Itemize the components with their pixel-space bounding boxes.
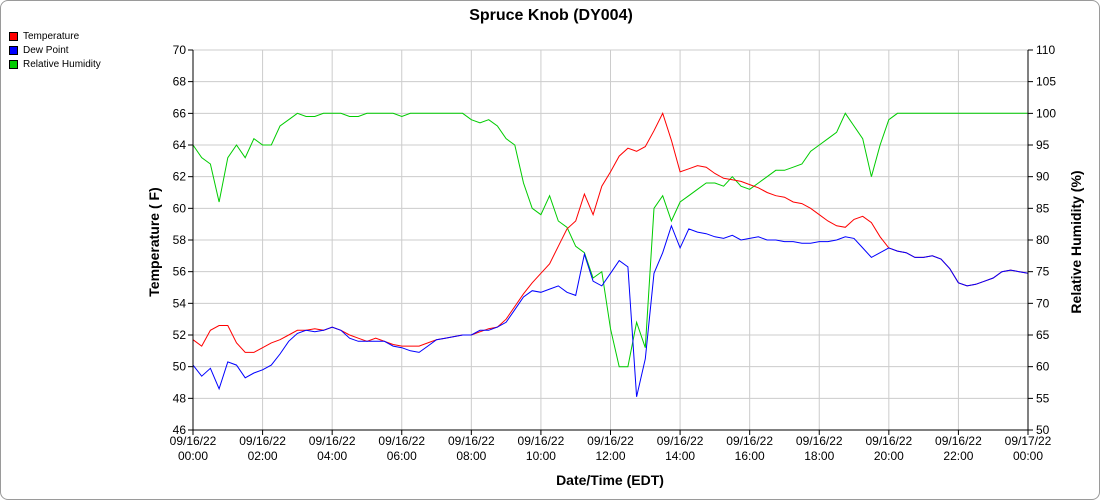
x-tick-label: 09/16/22 [448,434,495,448]
x-tick-label: 14:00 [665,449,695,463]
y-tick-label: 56 [173,265,187,279]
series-line-relative-humidity [192,112,1028,368]
legend-label-relative-humidity: Relative Humidity [23,58,101,70]
y2-tick-label: 100 [1036,106,1056,120]
series-lines [192,111,1029,397]
series-line-dew-point [192,224,1029,397]
y2-tick-label: 50 [1036,423,1050,437]
x-tick-label: 02:00 [248,449,278,463]
legend-item-temperature: Temperature [9,29,101,43]
y-tick-label: 52 [173,328,187,342]
y-tick-label: 58 [173,233,187,247]
y2-tick-label: 105 [1036,75,1056,89]
x-tick-label: 09/16/22 [726,434,773,448]
y2-tick-label: 70 [1036,296,1050,310]
y-tick-label: 54 [173,296,187,310]
y-tick-label: 62 [173,170,187,184]
x-tick-label: 18:00 [804,449,834,463]
x-tick-label: 20:00 [874,449,904,463]
x-tick-label: 09/16/22 [587,434,634,448]
grid [192,49,1029,431]
y2-tick-label: 65 [1036,328,1050,342]
y-tick-label: 48 [173,391,187,405]
x-tick-label: 09/16/22 [170,434,217,448]
x-tick-label: 08:00 [456,449,486,463]
legend-swatch-relative-humidity [9,59,18,69]
y2-tick-label: 85 [1036,201,1050,215]
y2-tick-label: 55 [1036,391,1050,405]
legend-swatch-dew-point [9,45,18,55]
x-tick-label: 09/16/22 [309,434,356,448]
y-tick-label: 64 [173,138,187,152]
legend: Temperature Dew Point Relative Humidity [9,29,101,71]
y2-tick-label: 90 [1036,170,1050,184]
y-tick-label: 60 [173,201,187,215]
x-tick-label: 09/16/22 [935,434,982,448]
y-axis-label: Temperature ( F) [146,187,162,296]
x-tick-label: 10:00 [526,449,556,463]
x-tick-label: 04:00 [317,449,347,463]
x-tick-label: 09/17/22 [1005,434,1052,448]
x-tick-label: 22:00 [943,449,973,463]
x-axis-label: Date/Time (EDT) [556,472,664,488]
legend-item-relative-humidity: Relative Humidity [9,57,101,71]
x-tick-label: 09/16/22 [239,434,286,448]
x-tick-label: 09/16/22 [378,434,425,448]
legend-item-dew-point: Dew Point [9,43,101,57]
y2-tick-label: 95 [1036,138,1050,152]
x-tick-label: 00:00 [178,449,208,463]
y-tick-label: 46 [173,423,187,437]
y-tick-label: 68 [173,75,187,89]
y-tick-label: 66 [173,106,187,120]
x-tick-label: 00:00 [1013,449,1043,463]
x-tick-label: 06:00 [387,449,417,463]
y2-axis-label: Relative Humidity (%) [1068,170,1084,313]
axes: 46 48 50 52 54 56 58 60 62 64 66 68 70 50 55 60 65 70 75 80… [170,43,1057,463]
chart-title: Spruce Knob (DY004) [469,7,633,24]
y2-tick-label: 110 [1036,43,1055,57]
y-tick-label: 70 [173,43,187,57]
x-tick-label: 16:00 [735,449,765,463]
legend-label-dew-point: Dew Point [23,44,69,56]
legend-label-temperature: Temperature [23,30,80,42]
x-tick-label: 09/16/22 [657,434,704,448]
y2-tick-label: 80 [1036,233,1050,247]
legend-swatch-temperature [9,31,18,41]
y2-tick-label: 60 [1036,360,1050,374]
x-tick-label: 09/16/22 [865,434,912,448]
x-tick-label: 09/16/22 [796,434,843,448]
x-tick-label: 12:00 [595,449,625,463]
x-tick-label: 09/16/22 [518,434,565,448]
y2-tick-label: 75 [1036,265,1050,279]
y-tick-label: 50 [173,360,187,374]
